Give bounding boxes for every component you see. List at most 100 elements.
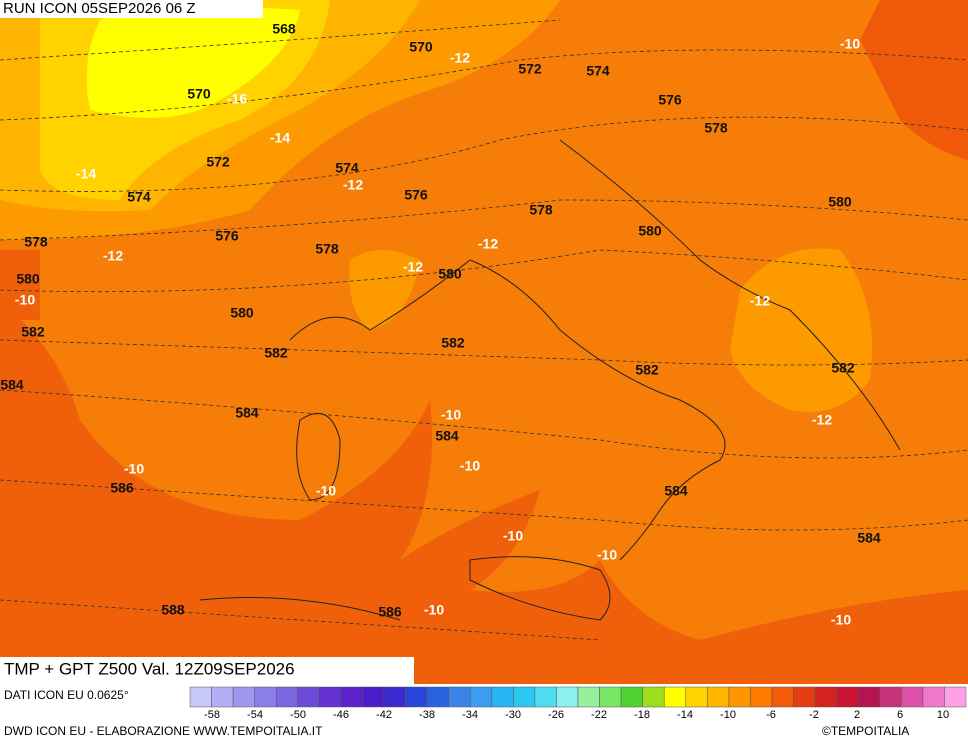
height-label: 586 bbox=[378, 604, 402, 620]
height-label: 576 bbox=[658, 92, 682, 108]
height-label: 588 bbox=[161, 602, 185, 618]
colorbar-label: 6 bbox=[897, 709, 903, 721]
colorbar-swatch bbox=[922, 686, 945, 708]
colorbar-swatch bbox=[728, 686, 751, 708]
colorbar-label: -46 bbox=[333, 709, 349, 721]
height-label: 576 bbox=[215, 228, 239, 244]
height-label: 574 bbox=[127, 189, 151, 205]
temp-label: -16 bbox=[227, 91, 247, 107]
colorbar-swatch bbox=[491, 686, 514, 708]
height-label: 576 bbox=[404, 187, 428, 203]
colorbar-swatch bbox=[750, 686, 773, 708]
temp-label: -14 bbox=[270, 130, 290, 146]
colorbar-label: -34 bbox=[462, 709, 478, 721]
height-label: 580 bbox=[230, 305, 254, 321]
height-label: 570 bbox=[409, 39, 433, 55]
colorbar-label: -38 bbox=[419, 709, 435, 721]
temp-label: -12 bbox=[403, 259, 423, 275]
temp-label: -12 bbox=[103, 248, 123, 264]
temp-label: -10 bbox=[424, 602, 444, 618]
height-label: 582 bbox=[831, 360, 855, 376]
colorbar-label: -6 bbox=[766, 709, 776, 721]
temp-label: -10 bbox=[840, 36, 860, 52]
colorbar-swatch bbox=[793, 686, 816, 708]
colorbar-label: -54 bbox=[247, 709, 263, 721]
colorbar-swatch bbox=[944, 686, 967, 708]
temp-label: -10 bbox=[597, 547, 617, 563]
colorbar-swatch bbox=[707, 686, 730, 708]
height-label: 568 bbox=[272, 21, 296, 37]
colorbar-swatch bbox=[642, 686, 665, 708]
temp-label: -12 bbox=[478, 236, 498, 252]
credit: DWD ICON EU - ELABORAZIONE WWW.TEMPOITAL… bbox=[4, 724, 323, 738]
temp-label: -10 bbox=[441, 407, 461, 423]
colorbar-label: -26 bbox=[548, 709, 564, 721]
colorbar-swatch bbox=[556, 686, 579, 708]
height-label: 578 bbox=[24, 234, 48, 250]
height-label: 582 bbox=[21, 324, 45, 340]
height-label: 578 bbox=[529, 202, 553, 218]
temp-label: -10 bbox=[124, 461, 144, 477]
colorbar-swatch bbox=[232, 686, 255, 708]
temp-label: -10 bbox=[15, 292, 35, 308]
colorbar-swatch bbox=[814, 686, 837, 708]
colorbar-label: -2 bbox=[809, 709, 819, 721]
colorbar-swatch bbox=[901, 686, 924, 708]
colorbar-swatch bbox=[620, 686, 643, 708]
colorbar-label: -42 bbox=[376, 709, 392, 721]
height-label: 572 bbox=[518, 61, 542, 77]
height-label: 584 bbox=[0, 377, 24, 393]
colorbar-swatch bbox=[448, 686, 471, 708]
colorbar-label: -58 bbox=[204, 709, 220, 721]
colorbar-swatch bbox=[254, 686, 277, 708]
height-label: 578 bbox=[704, 120, 728, 136]
colorbar-swatch bbox=[836, 686, 859, 708]
temp-label: -10 bbox=[316, 483, 336, 499]
height-label: 580 bbox=[828, 194, 852, 210]
height-label: 580 bbox=[16, 271, 40, 287]
height-label: 586 bbox=[110, 480, 134, 496]
colorbar-swatch bbox=[771, 686, 794, 708]
colorbar-swatch bbox=[513, 686, 536, 708]
colorbar-swatch bbox=[685, 686, 708, 708]
colorbar-swatch bbox=[211, 686, 234, 708]
colorbar-swatch bbox=[879, 686, 902, 708]
colorbar-swatch bbox=[857, 686, 881, 708]
temp-label: -10 bbox=[831, 612, 851, 628]
colorbar-swatch bbox=[577, 686, 600, 708]
height-label: 584 bbox=[857, 530, 881, 546]
temp-label: -12 bbox=[750, 293, 770, 309]
height-label: 582 bbox=[635, 362, 659, 378]
source-label: DATI ICON EU 0.0625° bbox=[4, 688, 129, 702]
temp-label: -14 bbox=[76, 166, 96, 182]
height-label: 584 bbox=[664, 483, 688, 499]
colorbar: -58 -54 -50 -46 -42 -38 -34 -30 -26 -22 -18 -14 -10-… bbox=[189, 686, 967, 721]
temp-label: -12 bbox=[343, 177, 363, 193]
height-label: 574 bbox=[335, 160, 359, 176]
colorbar-swatch bbox=[340, 686, 363, 708]
colorbar-label: 2 bbox=[854, 709, 860, 721]
height-label: 574 bbox=[586, 63, 610, 79]
colorbar-swatch bbox=[469, 686, 493, 708]
colorbar-swatch bbox=[275, 686, 299, 708]
map bbox=[0, 0, 968, 684]
colorbar-label: -22 bbox=[591, 709, 607, 721]
colorbar-label: -10 bbox=[720, 709, 736, 721]
height-label: 580 bbox=[638, 223, 662, 239]
height-label: 582 bbox=[264, 345, 288, 361]
temp-label: -12 bbox=[450, 50, 470, 66]
temp-label: -10 bbox=[503, 528, 523, 544]
colorbar-label: -30 bbox=[505, 709, 521, 721]
height-label: 580 bbox=[438, 266, 462, 282]
colorbar-label: -50 bbox=[290, 709, 306, 721]
colorbar-label: -14 bbox=[677, 709, 693, 721]
colorbar-label: 10 bbox=[937, 709, 949, 721]
colorbar-swatch bbox=[362, 686, 385, 708]
colorbar-swatch bbox=[189, 686, 212, 708]
temp-label: -10 bbox=[460, 458, 480, 474]
height-label: 572 bbox=[206, 154, 230, 170]
run-label: RUN ICON 05SEP2026 06 Z bbox=[3, 0, 196, 17]
height-label: 578 bbox=[315, 241, 339, 257]
height-label: 570 bbox=[187, 86, 211, 102]
